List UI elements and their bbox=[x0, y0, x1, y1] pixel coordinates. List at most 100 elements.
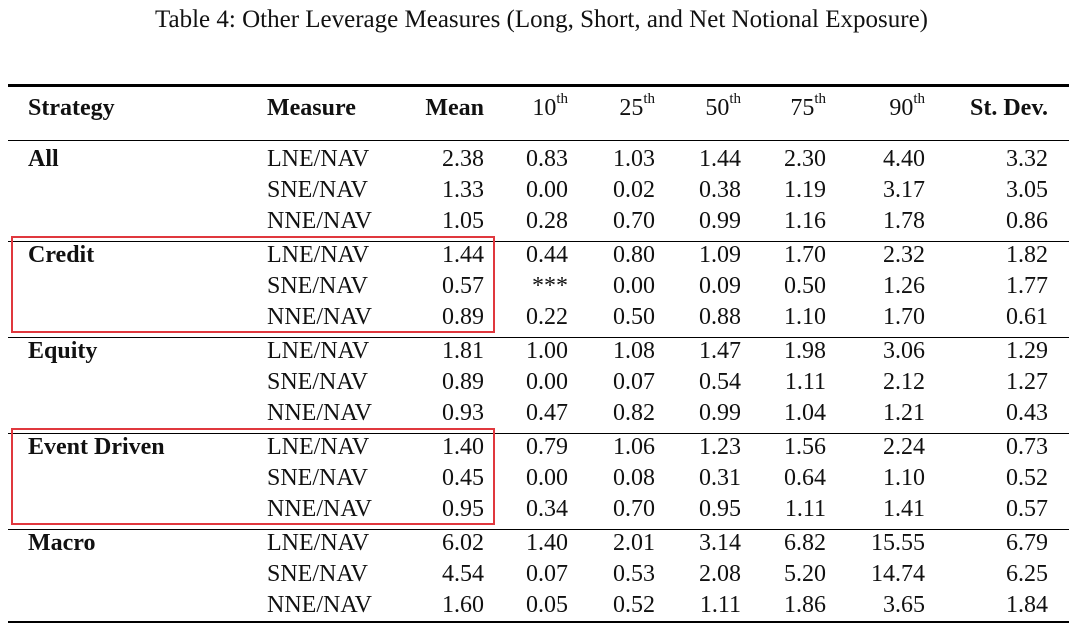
measure-cell: SNE/NAV bbox=[267, 369, 368, 395]
measure-cell: SNE/NAV bbox=[267, 273, 368, 299]
p10-cell: 0.47 bbox=[526, 400, 568, 426]
p90-cell: 2.32 bbox=[883, 242, 925, 268]
table-row: SNE/NAV 0.57 *** 0.00 0.09 0.50 1.26 1.77 bbox=[0, 273, 1083, 304]
stdev-cell: 0.43 bbox=[1006, 400, 1048, 426]
table-top-rule bbox=[8, 84, 1069, 87]
p50-cell: 0.99 bbox=[699, 400, 741, 426]
group-separator bbox=[8, 433, 1069, 434]
p90-cell: 3.06 bbox=[883, 338, 925, 364]
p50-cell: 1.47 bbox=[699, 338, 741, 364]
header-p90: 90th bbox=[889, 91, 925, 122]
p75-cell: 0.50 bbox=[784, 273, 826, 299]
mean-cell: 2.38 bbox=[442, 146, 484, 172]
mean-cell: 0.93 bbox=[442, 400, 484, 426]
header-p75: 75th bbox=[790, 91, 826, 122]
measure-cell: NNE/NAV bbox=[267, 208, 372, 234]
p50-cell: 0.09 bbox=[699, 273, 741, 299]
p50-cell: 0.88 bbox=[699, 304, 741, 330]
measure-cell: LNE/NAV bbox=[267, 242, 370, 268]
p75-cell: 5.20 bbox=[784, 561, 826, 587]
mean-cell: 1.81 bbox=[442, 338, 484, 364]
p90-cell: 1.10 bbox=[883, 465, 925, 491]
mean-cell: 6.02 bbox=[442, 530, 484, 556]
group-separator bbox=[8, 337, 1069, 338]
measure-cell: LNE/NAV bbox=[267, 338, 370, 364]
stdev-cell: 1.27 bbox=[1006, 369, 1048, 395]
stdev-cell: 0.86 bbox=[1006, 208, 1048, 234]
p75-cell: 1.16 bbox=[784, 208, 826, 234]
highlight-box bbox=[11, 428, 495, 525]
stdev-cell: 6.25 bbox=[1006, 561, 1048, 587]
table-row: Credit LNE/NAV 1.44 0.44 0.80 1.09 1.70 2.32 1.8… bbox=[0, 242, 1083, 273]
measure-cell: NNE/NAV bbox=[267, 400, 372, 426]
strategy-group: Macro LNE/NAV 6.02 1.40 2.01 3.14 6.82 15.55 6.7… bbox=[0, 530, 1083, 625]
p25-cell: 0.52 bbox=[613, 592, 655, 618]
p90-cell: 1.70 bbox=[883, 304, 925, 330]
measure-cell: SNE/NAV bbox=[267, 177, 368, 203]
p25-cell: 1.08 bbox=[613, 338, 655, 364]
p10-cell: 0.79 bbox=[526, 434, 568, 460]
strategy-label: Equity bbox=[28, 338, 98, 364]
p75-cell: 0.64 bbox=[784, 465, 826, 491]
p50-cell: 0.99 bbox=[699, 208, 741, 234]
header-measure: Measure bbox=[267, 95, 356, 121]
table-row: Event Driven LNE/NAV 1.40 0.79 1.06 1.23 1.56 2… bbox=[0, 434, 1083, 465]
table-row: NNE/NAV 1.60 0.05 0.52 1.11 1.86 3.65 1.84 bbox=[0, 592, 1083, 623]
measure-cell: LNE/NAV bbox=[267, 146, 370, 172]
header-p10: 10th bbox=[532, 91, 568, 122]
mean-cell: 0.89 bbox=[442, 369, 484, 395]
p50-cell: 0.95 bbox=[699, 496, 741, 522]
table-caption: Table 4: Other Leverage Measures (Long, … bbox=[154, 6, 928, 33]
stdev-cell: 1.77 bbox=[1006, 273, 1048, 299]
mean-cell: 0.57 bbox=[442, 273, 484, 299]
stdev-cell: 1.84 bbox=[1006, 592, 1048, 618]
strategy-group: Credit LNE/NAV 1.44 0.44 0.80 1.09 1.70 2.32 1.8… bbox=[0, 236, 1083, 337]
measure-cell: SNE/NAV bbox=[267, 465, 368, 491]
mean-cell: 1.05 bbox=[442, 208, 484, 234]
p10-cell: 0.34 bbox=[526, 496, 568, 522]
p90-cell: 14.74 bbox=[871, 561, 925, 587]
p10-cell: 0.05 bbox=[526, 592, 568, 618]
p25-cell: 0.70 bbox=[613, 208, 655, 234]
stdev-cell: 0.52 bbox=[1006, 465, 1048, 491]
mean-cell: 1.40 bbox=[442, 434, 484, 460]
p75-cell: 1.56 bbox=[784, 434, 826, 460]
p90-cell: 3.65 bbox=[883, 592, 925, 618]
strategy-label: All bbox=[28, 146, 59, 172]
p10-cell: 0.28 bbox=[526, 208, 568, 234]
p10-cell: 0.00 bbox=[526, 369, 568, 395]
mean-cell: 4.54 bbox=[442, 561, 484, 587]
p90-cell: 1.26 bbox=[883, 273, 925, 299]
p10-cell: *** bbox=[532, 273, 568, 299]
p50-cell: 0.54 bbox=[699, 369, 741, 395]
p50-cell: 1.11 bbox=[699, 592, 741, 618]
strategy-label: Credit bbox=[28, 242, 95, 268]
p25-cell: 0.50 bbox=[613, 304, 655, 330]
table-row: NNE/NAV 0.93 0.47 0.82 0.99 1.04 1.21 0.43 bbox=[0, 400, 1083, 431]
highlight-box bbox=[11, 236, 495, 333]
strategy-group: Event Driven LNE/NAV 1.40 0.79 1.06 1.23 1.56 2… bbox=[0, 428, 1083, 529]
p75-cell: 1.10 bbox=[784, 304, 826, 330]
p10-cell: 0.44 bbox=[526, 242, 568, 268]
header-mean: Mean bbox=[425, 95, 484, 121]
p90-cell: 1.21 bbox=[883, 400, 925, 426]
strategy-label: Event Driven bbox=[28, 434, 165, 460]
table-row: Macro LNE/NAV 6.02 1.40 2.01 3.14 6.82 15.55 6.7… bbox=[0, 530, 1083, 561]
p10-cell: 0.83 bbox=[526, 146, 568, 172]
p25-cell: 0.82 bbox=[613, 400, 655, 426]
p25-cell: 0.08 bbox=[613, 465, 655, 491]
p50-cell: 0.31 bbox=[699, 465, 741, 491]
strategy-group: All LNE/NAV 2.38 0.83 1.03 1.44 2.30 4.40 3.32 SN… bbox=[0, 146, 1083, 241]
header-p25: 25th bbox=[619, 91, 655, 122]
p25-cell: 0.80 bbox=[613, 242, 655, 268]
p90-cell: 1.41 bbox=[883, 496, 925, 522]
table-row: All LNE/NAV 2.38 0.83 1.03 1.44 2.30 4.40 3.32 bbox=[0, 146, 1083, 177]
p10-cell: 0.00 bbox=[526, 177, 568, 203]
p25-cell: 0.70 bbox=[613, 496, 655, 522]
measure-cell: NNE/NAV bbox=[267, 304, 372, 330]
table-row: NNE/NAV 1.05 0.28 0.70 0.99 1.16 1.78 0.86 bbox=[0, 208, 1083, 239]
measure-cell: NNE/NAV bbox=[267, 496, 372, 522]
p25-cell: 0.07 bbox=[613, 369, 655, 395]
p10-cell: 0.00 bbox=[526, 465, 568, 491]
mean-cell: 0.89 bbox=[442, 304, 484, 330]
